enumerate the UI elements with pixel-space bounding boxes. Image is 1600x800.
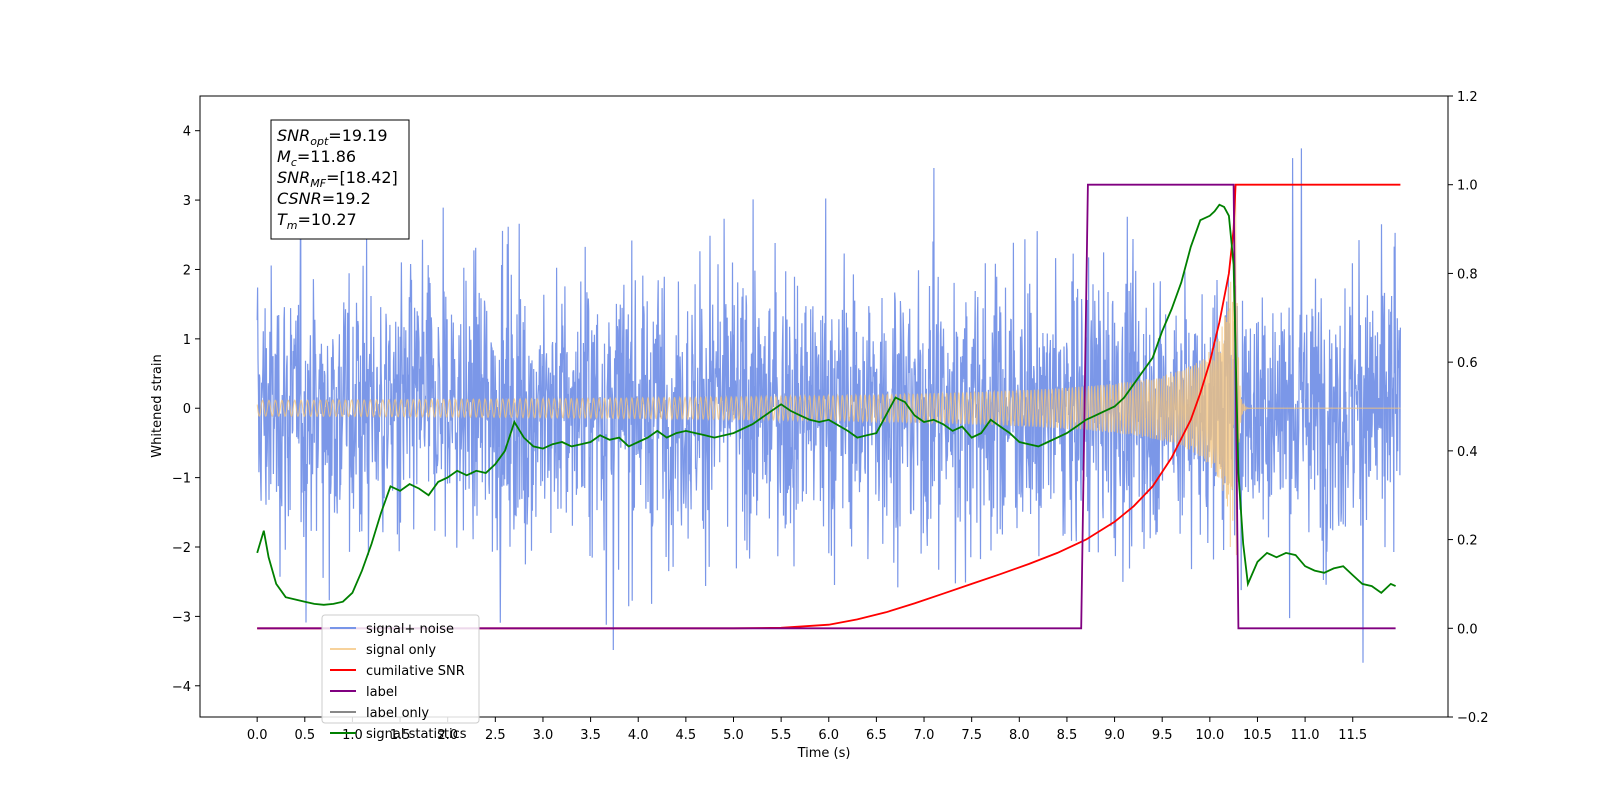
series-signal-only-line xyxy=(256,186,1401,556)
x-tick-label: 6.5 xyxy=(866,728,887,743)
annotation-variable: T xyxy=(277,210,288,229)
annotation-line: SNRMF=[18.42] xyxy=(277,168,398,190)
y-tick-label: 3 xyxy=(183,194,191,209)
legend-label: label xyxy=(366,685,397,700)
y-tick-label: 2 xyxy=(183,263,191,278)
legend-label: signal statistics xyxy=(366,727,467,742)
y-axis-right: −0.2 0.0 0.2 0.4 0.6 0.8 1.0 1.2 xyxy=(1448,90,1489,726)
y2-tick-label: 1.0 xyxy=(1457,179,1478,194)
y-axis-label: Whitened strain xyxy=(150,354,165,457)
annotation-subscript: MF xyxy=(310,177,326,190)
x-tick-label: 0.5 xyxy=(294,728,315,743)
x-tick-label: 2.0 xyxy=(437,728,458,743)
x-tick-label: 4.5 xyxy=(676,728,697,743)
annotation-variable: CSNR xyxy=(277,189,322,208)
annotation-value: =[18.42] xyxy=(326,168,398,187)
x-tick-label: 8.5 xyxy=(1057,728,1078,743)
x-tick-label: 6.0 xyxy=(818,728,839,743)
y2-tick-label: −0.2 xyxy=(1457,711,1489,726)
annotation-box: SNRopt=19.19Mc=11.86SNRMF=[18.42]CSNR=19… xyxy=(270,119,410,240)
x-tick-label: 3.0 xyxy=(533,728,554,743)
series-cumilative-snr-line xyxy=(257,183,1401,630)
y2-tick-label: 0.0 xyxy=(1457,622,1478,637)
y-tick-label: 0 xyxy=(183,402,191,417)
annotation-line: Mc=11.86 xyxy=(277,147,356,169)
y-tick-label: −1 xyxy=(172,472,191,487)
x-axis: 0.0 0.5 1.0 1.5 2.0 2.5 3.0 3.5 4.0 4.5 5.0 5.5 6.0 6… xyxy=(247,717,1367,743)
y-tick-label: 1 xyxy=(183,333,191,348)
annotation-line: SNRopt=19.19 xyxy=(277,126,388,148)
legend-label: cumilative SNR xyxy=(366,664,465,679)
annotation-value: =10.27 xyxy=(298,210,357,229)
y-axis-left: −4 −3 −2 −1 0 1 2 3 4 xyxy=(172,125,200,695)
x-tick-label: 5.0 xyxy=(723,728,744,743)
x-tick-label: 8.0 xyxy=(1009,728,1030,743)
y-tick-label: 4 xyxy=(183,125,191,140)
y2-tick-label: 0.8 xyxy=(1457,267,1478,282)
annotation-value: =19.2 xyxy=(322,189,371,208)
y2-tick-label: 0.6 xyxy=(1457,356,1478,371)
x-tick-label: 11.0 xyxy=(1291,728,1320,743)
legend-label: signal only xyxy=(366,643,436,658)
legend-label: signal+ noise xyxy=(366,622,454,637)
annotation-value: =19.19 xyxy=(328,126,387,145)
annotation-variable: SNR xyxy=(277,168,310,187)
x-axis-label: Time (s) xyxy=(797,746,851,761)
series-layer xyxy=(256,148,1401,663)
series-signal-statistics-line xyxy=(256,203,1396,606)
annotation-subscript: c xyxy=(291,156,297,169)
y2-tick-label: 0.2 xyxy=(1457,534,1478,549)
plot-frame xyxy=(199,95,1449,718)
series-label-line xyxy=(257,183,1396,630)
legend-frame xyxy=(321,614,480,724)
x-tick-label: 11.5 xyxy=(1338,728,1367,743)
legend-label: label only xyxy=(366,706,429,721)
legend: signal+ noise signal only cumilative SNR la… xyxy=(321,614,480,742)
x-tick-label: 0.0 xyxy=(247,728,268,743)
y2-tick-label: 0.4 xyxy=(1457,445,1478,460)
y2-tick-label: 1.2 xyxy=(1457,90,1478,105)
x-tick-label: 7.0 xyxy=(914,728,935,743)
y-tick-label: −3 xyxy=(172,610,191,625)
x-tick-label: 10.5 xyxy=(1243,728,1272,743)
annotation-frame xyxy=(270,119,410,240)
y-tick-label: −4 xyxy=(172,680,191,695)
annotation-line: Tm=10.27 xyxy=(277,210,357,232)
x-tick-label: 10.0 xyxy=(1195,728,1224,743)
x-tick-label: 9.0 xyxy=(1104,728,1125,743)
x-tick-label: 4.0 xyxy=(628,728,649,743)
x-tick-label: 3.5 xyxy=(580,728,601,743)
x-tick-label: 1.0 xyxy=(342,728,363,743)
y-tick-label: −2 xyxy=(172,541,191,556)
annotation-subscript: m xyxy=(287,219,298,232)
x-tick-label: 2.5 xyxy=(485,728,506,743)
x-tick-label: 7.5 xyxy=(961,728,982,743)
annotation-value: =11.86 xyxy=(297,147,356,166)
annotation-variable: M xyxy=(277,147,291,166)
x-tick-label: 1.5 xyxy=(390,728,411,743)
annotation-line: CSNR=19.2 xyxy=(277,189,371,208)
annotation-subscript: opt xyxy=(310,135,329,148)
x-tick-label: 5.5 xyxy=(771,728,792,743)
annotation-variable: SNR xyxy=(277,126,310,145)
x-tick-label: 9.5 xyxy=(1152,728,1173,743)
